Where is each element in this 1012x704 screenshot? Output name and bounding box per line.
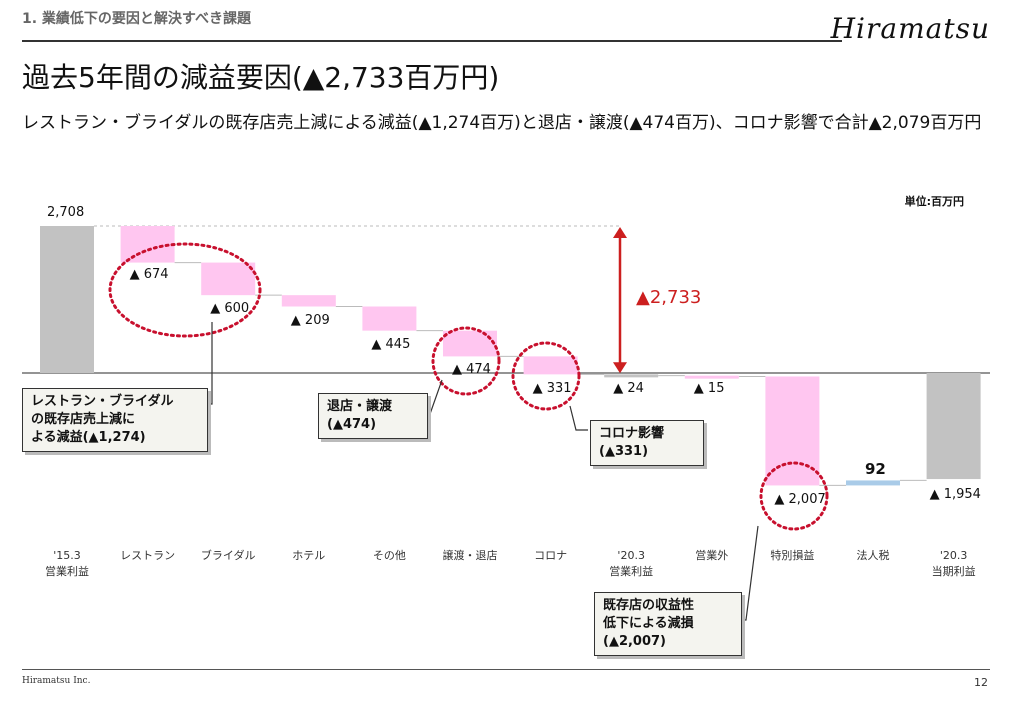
bar-5 (443, 330, 497, 357)
decline-arrow-head-bottom (613, 362, 627, 374)
value-label-6: ▲ 331 (533, 381, 572, 396)
category-label-1: レストラン (120, 549, 175, 562)
highlight-circle-0 (108, 242, 262, 338)
bar-8 (684, 375, 739, 379)
value-label-9: ▲ 2,007 (774, 492, 825, 507)
header-divider (22, 40, 842, 42)
slide-subtitle: レストラン・ブライダルの既存店売上減による減益(▲1,274百万)と退店・譲渡(… (22, 113, 982, 133)
category-label-11: 当期利益 (932, 564, 976, 578)
bar-4 (362, 306, 417, 331)
bar-11 (926, 373, 981, 480)
bar-3 (281, 295, 336, 307)
category-label-2: ブライダル (201, 548, 256, 562)
value-label-1: ▲ 674 (130, 267, 169, 282)
category-label-3: ホテル (292, 549, 325, 562)
bar-7 (604, 374, 659, 378)
bar-0 (40, 226, 94, 373)
value-label-2: ▲ 600 (210, 301, 249, 316)
category-label-5: 譲渡・退店 (443, 548, 498, 562)
category-label-9: 特別損益 (770, 548, 814, 562)
bar-9 (765, 376, 820, 486)
value-label-10: 92 (865, 460, 886, 478)
section-title: 1. 業績低下の要因と解決すべき課題 (22, 11, 251, 27)
highlight-circle-3 (759, 461, 829, 531)
value-label-7: ▲ 24 (613, 381, 644, 396)
slide-title: 過去5年間の減益要因(▲2,733百万円) (22, 61, 500, 94)
footer-company: Hiramatsu Inc. (22, 676, 91, 686)
category-label-4: その他 (373, 549, 406, 562)
category-label-0: '15.3 (53, 549, 81, 562)
callout-corona: コロナ影響 (▲331) (590, 420, 704, 466)
value-label-8: ▲ 15 (694, 381, 725, 396)
category-label-10: 法人税 (857, 548, 890, 562)
callout-existing-stores: レストラン・ブライダル の既存店売上減に よる減益(▲1,274) (22, 388, 208, 452)
bar-10 (846, 480, 900, 486)
category-label-7: 営業利益 (609, 564, 653, 578)
value-label-4: ▲ 445 (371, 337, 410, 352)
callout-closure: 退店・譲渡 (▲474) (318, 393, 428, 439)
page-number: 12 (974, 676, 988, 689)
brand-logo: Hiramatsu (830, 12, 990, 45)
category-label-11: '20.3 (940, 549, 968, 562)
footer-divider (22, 669, 990, 670)
unit-label: 単位:百万円 (904, 195, 964, 208)
decline-arrow-head-top (613, 227, 627, 238)
category-label-0: 営業利益 (45, 564, 89, 578)
decline-total-label: ▲2,733 (636, 287, 701, 308)
category-label-8: 営業外 (695, 548, 728, 562)
category-label-6: コロナ (534, 549, 567, 562)
bar-6 (523, 356, 578, 375)
value-label-3: ▲ 209 (291, 313, 330, 328)
bar-2 (201, 262, 256, 296)
category-label-7: '20.3 (617, 549, 645, 562)
highlight-circle-2 (511, 341, 581, 411)
value-label-11: ▲ 1,954 (930, 487, 981, 502)
callout-profitability: 既存店の収益性 低下による減損 (▲2,007) (594, 592, 742, 656)
highlight-circle-1 (431, 326, 501, 396)
value-label-0: 2,708 (47, 205, 84, 220)
callout-leader-2 (569, 405, 588, 431)
value-label-5: ▲ 474 (452, 362, 491, 377)
